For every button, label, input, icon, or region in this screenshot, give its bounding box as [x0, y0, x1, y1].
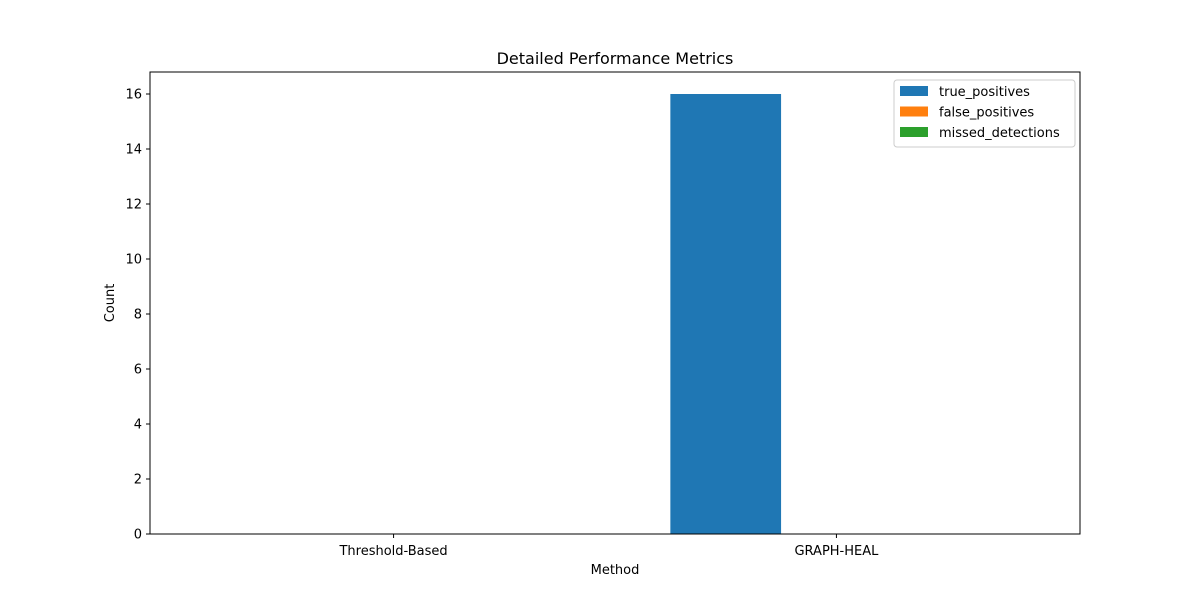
- y-tick-label: 10: [125, 253, 142, 268]
- x-axis-label: Method: [591, 563, 640, 578]
- legend-swatch-true_positives: [900, 86, 928, 96]
- plot-bars: [670, 94, 782, 534]
- y-tick-label: 14: [125, 143, 142, 158]
- chart-title: Detailed Performance Metrics: [497, 49, 734, 68]
- y-axis-label: Count: [103, 284, 118, 323]
- legend-swatch-false_positives: [900, 106, 928, 117]
- plot-frame: [149, 71, 1081, 535]
- legend: true_positives false_positives missed_dete…: [893, 79, 1076, 148]
- legend-label-missed_detections: missed_detections: [939, 126, 1060, 141]
- x-axis: Threshold-Based GRAPH-HEAL: [338, 534, 879, 559]
- legend-label-true_positives: true_positives: [939, 85, 1030, 100]
- y-tick-label: 4: [134, 418, 142, 433]
- y-tick-label: 6: [134, 363, 142, 378]
- y-tick-label: 0: [134, 528, 142, 543]
- legend-label-false_positives: false_positives: [939, 106, 1034, 121]
- x-tick-label: GRAPH-HEAL: [794, 544, 879, 559]
- y-tick-label: 12: [125, 198, 142, 213]
- legend-swatch-missed_detections: [900, 127, 928, 137]
- x-tick-label: Threshold-Based: [338, 544, 447, 559]
- y-tick-label: 2: [134, 473, 142, 488]
- legend-frame: [893, 79, 1076, 148]
- y-tick-label: 8: [134, 308, 142, 323]
- y-tick-label: 16: [125, 88, 142, 103]
- y-axis: 0 2 4 6 8 10 12 14 16: [125, 88, 150, 543]
- bar-true_positives-1: [670, 94, 782, 534]
